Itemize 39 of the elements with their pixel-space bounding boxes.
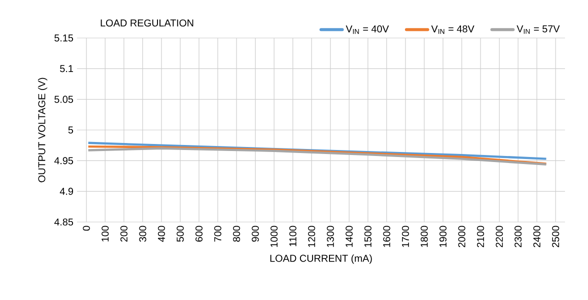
x-tick-label: 1800	[420, 226, 428, 247]
y-tick-label: 4.9	[60, 188, 74, 195]
y-tick-label: 5.1	[60, 65, 73, 72]
x-tick-label: 1200	[308, 226, 316, 247]
y-tick-label: 4.85	[54, 218, 74, 226]
x-tick-label: 1500	[364, 226, 372, 247]
y-axis-title: OUTPUT VOLTAGE (V)	[38, 78, 48, 182]
x-tick-label: 900	[252, 226, 259, 242]
x-tick-label: 1300	[326, 226, 334, 247]
x-tick-label: 2200	[496, 226, 503, 248]
x-tick-label: 100	[102, 226, 109, 242]
y-tick-label: 5.15	[54, 34, 74, 42]
x-axis-title: LOAD CURRENT (mA)	[270, 254, 372, 264]
x-tick-label: 200	[120, 226, 128, 242]
x-tick-label: 800	[233, 226, 240, 242]
x-tick-label: 1600	[383, 226, 390, 247]
y-tick-label: 5	[68, 126, 74, 134]
chart-title: LOAD REGULATION	[100, 19, 194, 26]
x-tick-label: 300	[139, 226, 146, 242]
legend-label: V$_{IN}$ = 40V	[346, 25, 389, 34]
legend-label: V$_{IN}$ = 48V	[431, 25, 474, 34]
x-tick-label: 2100	[477, 226, 484, 248]
y-tick-label: 4.95	[54, 157, 74, 164]
x-tick-label: 1400	[346, 226, 353, 247]
x-tick-label: 1100	[289, 226, 296, 246]
x-tick-label: 2300	[514, 226, 522, 248]
x-tick-label: 600	[195, 226, 203, 242]
x-tick-label: 500	[176, 226, 184, 242]
x-tick-label: 1900	[439, 226, 447, 247]
x-tick-label: 400	[158, 226, 165, 242]
x-tick-label: 2000	[458, 226, 466, 248]
x-tick-label: 0	[82, 226, 90, 231]
x-tick-label: 2400	[533, 226, 540, 248]
x-tick-label: 700	[214, 226, 222, 242]
x-tick-label: 2500	[552, 226, 560, 248]
y-tick-label: 5.05	[54, 96, 74, 103]
x-tick-label: 1000	[270, 226, 278, 247]
x-tick-label: 1700	[402, 226, 409, 247]
legend-label: V$_{IN}$ = 57V	[516, 25, 560, 34]
